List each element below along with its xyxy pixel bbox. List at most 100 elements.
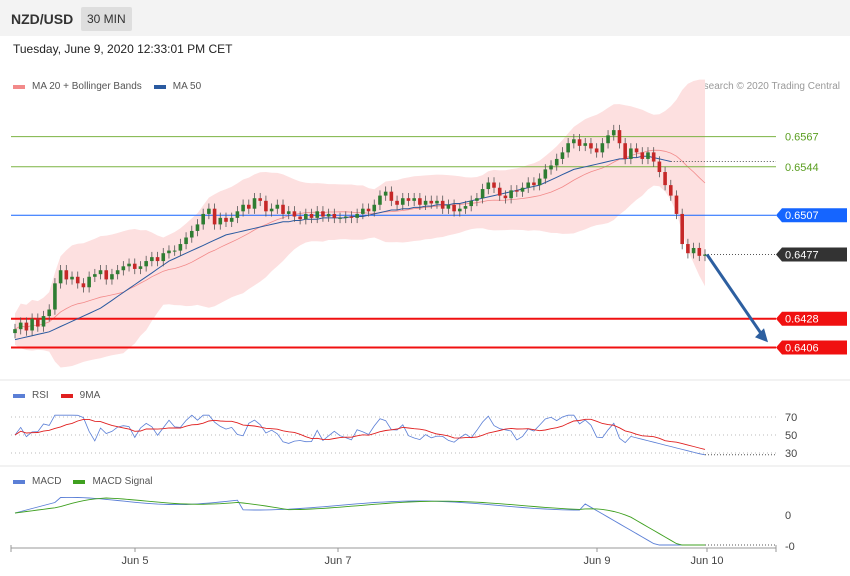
support-level-tag	[776, 340, 847, 355]
candle	[18, 317, 23, 335]
rsi-ma-legend-label: 9MA	[79, 390, 101, 401]
macd-signal-line	[14, 497, 705, 546]
candle	[161, 247, 166, 267]
credit-text: Research © 2020 Trading Central	[690, 81, 840, 92]
candle	[286, 206, 291, 220]
ma50-legend-label: MA 50	[172, 81, 202, 92]
candle	[252, 192, 257, 214]
candle	[691, 242, 696, 259]
candle	[520, 182, 525, 197]
candle	[275, 199, 280, 214]
rsi-tick-label: 70	[785, 412, 797, 424]
candle	[115, 265, 120, 280]
candle	[247, 199, 251, 214]
candle	[617, 124, 622, 149]
x-tick-label: Jun 5	[122, 555, 149, 567]
rsi-legend: RSI 9MA	[13, 390, 100, 401]
candle	[429, 195, 434, 209]
macd-legend-swatch	[13, 479, 25, 484]
candle	[611, 124, 616, 141]
candle	[423, 195, 428, 210]
forecast-arrow	[705, 253, 768, 343]
resistance-level-label: 0.6544	[785, 162, 819, 174]
candle	[634, 143, 639, 158]
candle	[497, 182, 502, 201]
candle	[184, 232, 188, 250]
bollinger-band-area	[15, 79, 705, 368]
candle	[258, 192, 263, 207]
candle	[657, 156, 662, 178]
candle	[543, 164, 548, 184]
ma20-legend-label: MA 20 + Bollinger Bands	[32, 81, 142, 92]
candle	[389, 186, 394, 207]
candle	[212, 203, 217, 230]
price-levels	[11, 136, 776, 349]
candle	[189, 225, 194, 243]
forecast-arrow-head	[755, 328, 768, 343]
candle	[75, 271, 80, 289]
candle	[41, 310, 46, 332]
ma50-path	[14, 155, 671, 341]
candle	[138, 261, 143, 275]
candle	[549, 160, 553, 175]
candle	[309, 208, 314, 224]
candle	[178, 238, 183, 256]
rsi-tick-label: 50	[785, 430, 797, 442]
candle	[24, 317, 29, 336]
timeframe-button[interactable]: 30 MIN	[81, 7, 132, 31]
candle	[70, 271, 74, 285]
candle	[606, 130, 610, 149]
pivot-level-label: 0.6507	[785, 210, 819, 222]
candle	[703, 249, 707, 262]
candle	[583, 137, 588, 152]
x-tick-label: Jun 10	[690, 555, 723, 567]
macd-signal-legend-label: MACD Signal	[92, 476, 153, 487]
last-level-label: 0.6477	[785, 250, 819, 262]
candle	[680, 208, 684, 250]
candle	[64, 265, 69, 285]
candle	[475, 192, 479, 207]
candle	[338, 212, 342, 224]
candle	[229, 212, 234, 228]
candle	[281, 199, 285, 220]
support-level-label: 0.6406	[785, 343, 819, 355]
candle	[560, 147, 565, 165]
candle	[697, 242, 702, 262]
resistance-level-label: 0.6567	[785, 132, 819, 144]
candle	[332, 208, 337, 224]
macd-tick-label: 0	[785, 510, 791, 522]
candle	[110, 268, 114, 285]
pivot-level-tag	[776, 208, 847, 223]
candle	[383, 186, 388, 201]
macd-legend: MACD MACD Signal	[13, 476, 152, 487]
candle	[663, 166, 667, 191]
candle	[98, 265, 103, 280]
candle	[93, 268, 97, 283]
candle	[355, 208, 359, 224]
candle	[435, 195, 439, 209]
candle	[58, 265, 63, 289]
candle	[132, 258, 137, 275]
candle	[440, 195, 445, 214]
x-tick-label: Jun 7	[325, 555, 352, 567]
candle	[36, 313, 40, 332]
support-level-label: 0.6428	[785, 314, 819, 326]
candle	[292, 206, 297, 222]
candle	[349, 211, 354, 224]
candle	[127, 258, 131, 272]
symbol-title: NZD/USD	[11, 11, 74, 27]
candle	[418, 192, 422, 210]
candle	[629, 143, 633, 165]
candle	[207, 203, 211, 220]
rsi-line	[14, 414, 706, 456]
price-level-labels: 0.6567 0.6544 0.6507 0.6477 0.6428 0.6406	[776, 132, 847, 355]
candle	[452, 199, 456, 217]
candle	[668, 179, 673, 201]
candle	[572, 134, 576, 149]
candle	[235, 206, 240, 224]
candle	[155, 251, 160, 267]
candle	[144, 255, 148, 272]
candle	[269, 203, 274, 217]
candle	[372, 199, 377, 217]
